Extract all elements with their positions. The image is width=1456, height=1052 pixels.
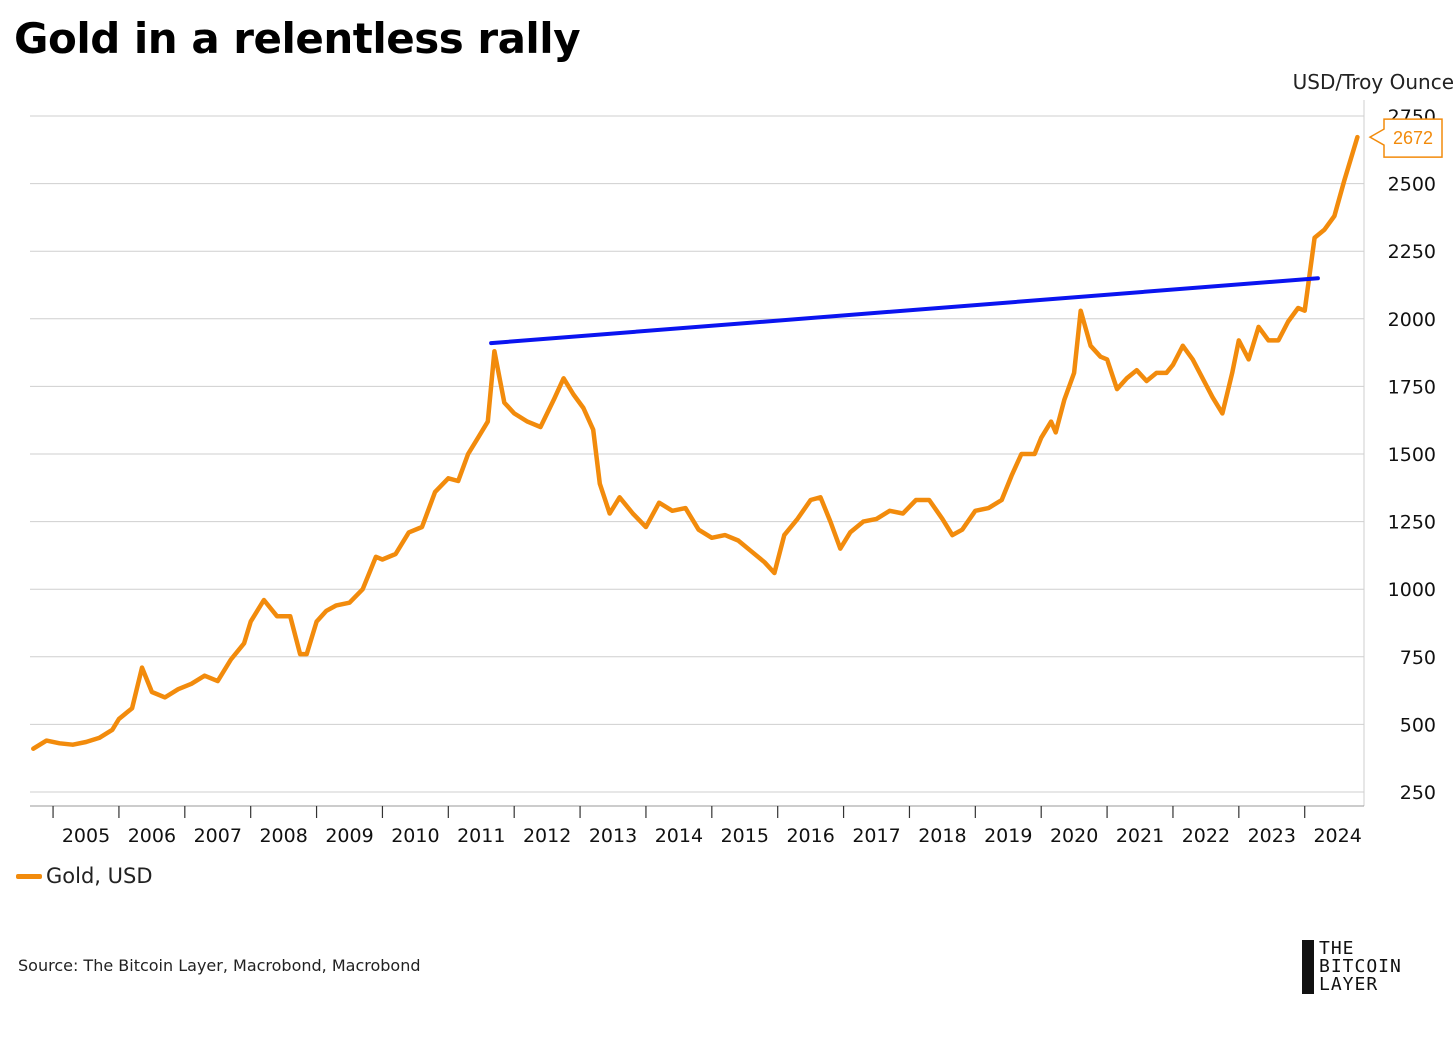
x-tick-label-2013: 2013 [589,825,637,847]
x-tick-label-2019: 2019 [984,825,1032,847]
y-tick-label-1000: 1000 [1388,579,1436,601]
x-tick-label-2015: 2015 [721,825,769,847]
callout-box [1368,118,1443,158]
y-tick-label-250: 250 [1400,782,1436,804]
x-tick-label-2020: 2020 [1050,825,1098,847]
y-axis-ticks: 2505007501000125015001750200022502500275… [1388,106,1436,804]
x-tick-label-2012: 2012 [523,825,571,847]
x-axis: 2005 2006 2007 2008 2009 2010 2011 2012 2013 2014… [30,805,1364,847]
legend-swatch-gold [16,873,42,879]
gold-price-line [31,134,1360,751]
legend-label-gold: Gold, USD [46,864,153,888]
x-tick-label-2016: 2016 [786,825,834,847]
y-tick-label-750: 750 [1400,647,1436,669]
source-note: Source: The Bitcoin Layer, Macrobond, Ma… [18,956,421,975]
x-tick-label-2006: 2006 [128,825,176,847]
y-tick-label-2500: 2500 [1388,174,1436,196]
x-tick-label-2021: 2021 [1116,825,1164,847]
logo-line-1: THE [1319,938,1355,959]
series-layer [31,134,1360,751]
x-tick-label-2014: 2014 [655,825,703,847]
logo-line-2: BITCOIN [1319,956,1402,977]
y-tick-label-1750: 1750 [1388,376,1436,398]
x-tick-label-2023: 2023 [1248,825,1296,847]
x-tick-label-2011: 2011 [457,825,505,847]
x-tick-label-2022: 2022 [1182,825,1230,847]
legend: Gold, USD [16,864,153,888]
x-tick-label-2009: 2009 [325,825,373,847]
chart-title: Gold in a relentless rally [14,14,581,63]
x-tick-label-2024: 2024 [1313,825,1361,847]
logo-line-3: LAYER [1319,974,1379,995]
y-tick-label-2000: 2000 [1388,309,1436,331]
x-tick-label-2010: 2010 [391,825,439,847]
y-axis-unit-label: USD/Troy Ounce [1292,70,1454,94]
x-tick-label-2005: 2005 [62,825,110,847]
gridlines [30,100,1365,806]
x-tick-label-2008: 2008 [259,825,307,847]
x-tick-label-2018: 2018 [918,825,966,847]
y-tick-label-500: 500 [1400,714,1436,736]
y-tick-label-1500: 1500 [1388,444,1436,466]
callout-value: 2672 [1393,128,1433,148]
logo-bar-icon [1302,940,1314,994]
resistance-trend-line [489,276,1320,346]
y-tick-label-1250: 1250 [1388,512,1436,534]
x-tick-label-2007: 2007 [194,825,242,847]
the-bitcoin-layer-logo: THE BITCOIN LAYER [1302,940,1402,994]
x-tick-label-2017: 2017 [852,825,900,847]
last-value-callout: 2672 [1368,118,1443,158]
y-tick-label-2250: 2250 [1388,241,1436,263]
